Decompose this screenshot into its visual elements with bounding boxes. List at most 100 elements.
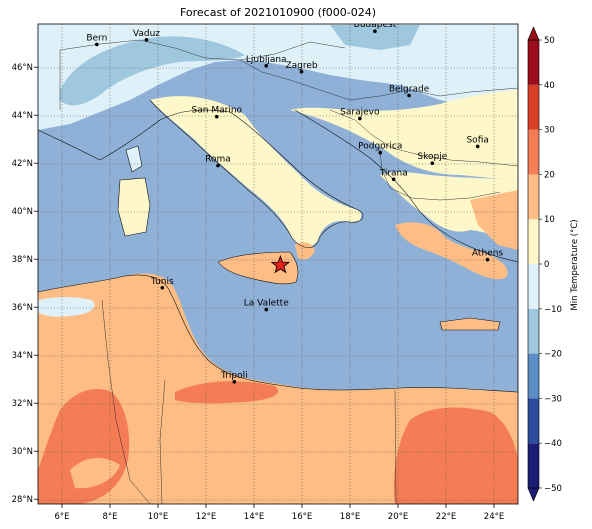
lon-tick-label: 24°E — [484, 512, 504, 522]
map-frame — [37, 23, 519, 505]
colorbar-tick-label: 50 — [544, 36, 555, 46]
island-crete — [440, 318, 500, 330]
city-label: Budapest — [354, 20, 397, 30]
city-label: Roma — [205, 155, 231, 165]
colorbar-segment — [528, 353, 539, 399]
city-label: Skopje — [417, 152, 447, 162]
city-label: Belgrade — [389, 85, 430, 95]
city-dot — [430, 161, 435, 165]
colorbar-segment — [528, 308, 539, 354]
lat-tick-label: 30°N — [12, 447, 33, 457]
colorbar-segment — [528, 443, 539, 488]
temp-region-greece-warm — [395, 222, 508, 280]
city-dot — [378, 150, 383, 155]
city-label: Sofia — [466, 135, 488, 145]
star-marker — [270, 255, 291, 274]
city-dot — [215, 114, 219, 119]
city-dot — [264, 307, 269, 312]
city-label: Vaduz — [133, 29, 160, 39]
lon-tick-label: 6°E — [54, 512, 69, 522]
temp-region-libya-hot — [175, 381, 279, 404]
city-label: Zagreb — [285, 61, 317, 71]
city-dot — [407, 93, 411, 98]
temp-region-africa-warm — [38, 273, 518, 504]
colorbar-segment — [528, 264, 539, 309]
city-label: Athens — [472, 249, 503, 259]
city-label: La Valette — [244, 299, 289, 309]
colorbar-segment — [528, 398, 539, 444]
city-label: Bern — [86, 33, 107, 43]
lonlat-grid — [38, 24, 518, 504]
lat-tick-label: 46°N — [12, 63, 33, 73]
colorbar-label: Min Temperature (°C) — [570, 219, 580, 310]
city-dot — [232, 380, 237, 384]
island-corsica — [126, 146, 142, 172]
colorbar-segment — [528, 219, 539, 264]
colorbar-extend-min — [527, 487, 540, 502]
colorbar-tick-label: 40 — [544, 81, 555, 91]
colorbar-tick-label: 0 — [544, 260, 549, 270]
city-dot — [264, 63, 269, 68]
city-label: Podgorica — [358, 142, 402, 152]
city-dot — [216, 163, 220, 168]
city-dot — [358, 116, 362, 121]
city-dot — [485, 257, 490, 262]
map-title: Forecast of 2021010900 (f000-024) — [179, 6, 377, 19]
city-label: San Marino — [192, 106, 243, 116]
city-label: Tripoli — [220, 371, 248, 381]
city-label: Tirana — [379, 168, 408, 178]
lat-tick-label: 36°N — [12, 303, 33, 313]
city-label: Sarajevo — [340, 108, 380, 118]
lat-tick-label: 32°N — [12, 399, 33, 409]
lon-tick-label: 8°E — [102, 512, 117, 522]
colorbar-tick-label: 20 — [544, 170, 555, 180]
lon-tick-labels: 6°E 8°E 10°E 12°E 14°E 16°E 18°E 20°E 22°E 24°E — [54, 504, 504, 522]
lat-tick-labels: 46°N 44°N 42°N 40°N 38°N 36°N 34°N 32°N 30°N 28°N — [12, 63, 38, 505]
island-sardinia — [118, 178, 150, 236]
colorbar-extend-max — [527, 26, 540, 41]
city-dot — [373, 29, 377, 33]
temp-region-alps-cold — [60, 36, 245, 106]
temp-region-italy-mild — [150, 96, 362, 247]
lon-tick-label: 14°E — [244, 512, 264, 522]
colorbar-tick-label: −10 — [544, 305, 562, 315]
city-dot — [475, 144, 480, 149]
city-label: Ljubljana — [246, 55, 287, 65]
colorbar: 50 40 30 20 10 0 −10 −20 −30 −40 −50 — [527, 26, 562, 502]
lat-tick-label: 40°N — [12, 207, 33, 217]
city-dot — [95, 42, 99, 47]
temp-region-east-hot — [393, 407, 518, 504]
country-borders — [59, 39, 518, 504]
city-dot — [299, 69, 304, 74]
colorbar-tick-label: 30 — [544, 126, 555, 136]
city-dot — [144, 38, 149, 42]
temp-region-balkan-mild — [290, 90, 518, 180]
lat-tick-label: 44°N — [12, 111, 33, 121]
colorbar-segment — [528, 40, 539, 85]
colorbar-tick-label: 10 — [544, 215, 555, 225]
colorbar-segment — [528, 129, 539, 175]
lon-tick-label: 20°E — [388, 512, 408, 522]
colorbar-segment — [528, 84, 539, 130]
lon-tick-label: 16°E — [292, 512, 312, 522]
colorbar-tick-label: −30 — [544, 394, 562, 404]
lon-tick-label: 18°E — [340, 512, 360, 522]
lat-tick-label: 34°N — [12, 351, 33, 361]
city-dot — [391, 177, 396, 182]
lon-tick-label: 12°E — [196, 512, 216, 522]
city-label: Tunis — [150, 277, 174, 287]
colorbar-tick-label: −50 — [544, 484, 562, 494]
lon-tick-label: 22°E — [436, 512, 456, 522]
city-dot — [160, 285, 165, 290]
coastlines — [38, 99, 518, 393]
temp-region-balkan-cold — [330, 25, 420, 50]
lat-tick-label: 42°N — [12, 159, 33, 169]
lat-tick-label: 28°N — [12, 495, 33, 505]
temp-region-calabria-warm — [295, 242, 315, 260]
temp-region-south-warm-patch — [70, 458, 120, 489]
lon-tick-label: 10°E — [148, 512, 168, 522]
colorbar-segment — [528, 174, 539, 220]
